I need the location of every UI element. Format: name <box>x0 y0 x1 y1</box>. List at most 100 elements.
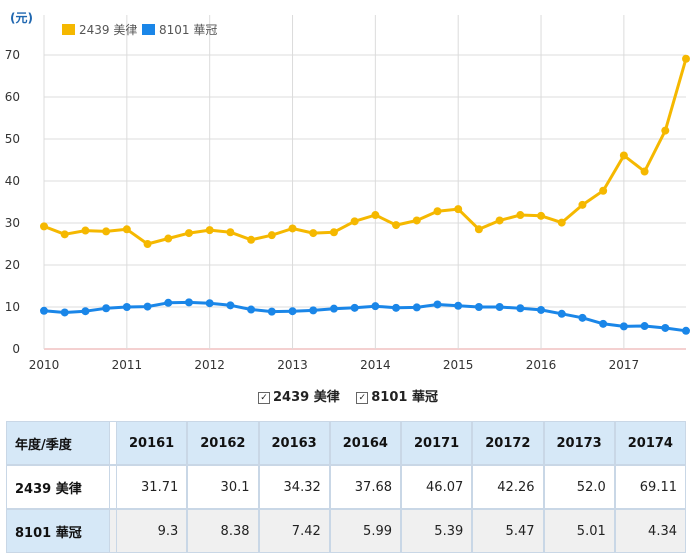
y-tick-label: 50 <box>5 132 20 146</box>
table-gap <box>110 509 116 553</box>
table-cell: 42.26 <box>472 465 544 509</box>
y-tick-label: 40 <box>5 174 20 188</box>
data-point <box>516 211 525 220</box>
data-point <box>184 229 193 238</box>
table-gap <box>110 465 116 509</box>
y-tick-label: 70 <box>5 48 20 62</box>
table-cell: 46.07 <box>401 465 473 509</box>
x-tick-label: 2012 <box>194 358 225 372</box>
data-point <box>267 307 276 316</box>
data-point <box>371 211 380 220</box>
x-tick-label: 2016 <box>526 358 557 372</box>
data-point <box>578 313 587 322</box>
data-point <box>537 305 546 314</box>
data-point <box>122 225 131 234</box>
data-point <box>81 307 90 316</box>
data-point <box>599 319 608 328</box>
table-cell: 4.34 <box>614 509 686 553</box>
data-point <box>392 221 401 230</box>
table-cell: 5.99 <box>329 509 401 553</box>
data-point <box>102 227 111 236</box>
checkbox-icon[interactable]: ✓ <box>356 391 369 404</box>
data-point <box>454 301 463 310</box>
data-point <box>682 326 690 335</box>
data-point <box>81 226 90 235</box>
x-tick-label: 2014 <box>360 358 391 372</box>
data-point <box>661 323 670 332</box>
y-tick-label: 30 <box>5 216 20 230</box>
data-point <box>309 306 318 315</box>
y-tick-label: 20 <box>5 258 20 272</box>
legend-toggle-meilu[interactable]: ✓ 2439 美律 <box>258 386 340 405</box>
data-point <box>557 218 566 227</box>
data-point <box>619 322 628 331</box>
data-point <box>226 301 235 310</box>
data-point <box>412 216 421 225</box>
legend-entry: 8101 華冠 <box>159 23 217 37</box>
data-point <box>288 224 297 233</box>
data-point <box>143 240 152 248</box>
table-cell: 37.68 <box>329 465 401 509</box>
data-point <box>474 303 483 311</box>
y-tick-label: 10 <box>5 300 20 314</box>
table-cell: 8.38 <box>187 509 259 553</box>
data-point <box>495 303 504 311</box>
table-row: 2439 美律 31.71 30.1 34.32 37.68 46.07 42.… <box>6 465 686 509</box>
table-cell: 34.32 <box>258 465 330 509</box>
data-point <box>350 303 359 312</box>
table-header-label: 年度/季度 <box>6 421 110 465</box>
table-gap <box>110 421 116 465</box>
data-point <box>247 235 256 244</box>
table-row-label: 8101 華冠 <box>6 509 110 553</box>
data-point <box>205 299 214 308</box>
table-cell: 9.3 <box>116 509 188 553</box>
y-tick-label: 0 <box>12 342 20 356</box>
legend-swatch <box>142 24 155 35</box>
x-tick-label: 2015 <box>443 358 474 372</box>
table-column-header: 20161 <box>116 421 188 465</box>
data-point <box>40 306 48 315</box>
table-row-label: 2439 美律 <box>6 465 110 509</box>
x-tick-label: 2017 <box>609 358 640 372</box>
data-point <box>102 304 111 313</box>
data-point <box>143 302 152 311</box>
table-cell: 69.11 <box>614 465 686 509</box>
table-header-row: 年度/季度 20161 20162 20163 20164 20171 2017… <box>6 421 686 465</box>
table-column-header: 20172 <box>472 421 544 465</box>
data-point <box>619 151 628 160</box>
data-point <box>226 228 235 237</box>
data-point <box>40 222 48 231</box>
checkbox-icon[interactable]: ✓ <box>258 391 271 404</box>
table-column-header: 20171 <box>401 421 473 465</box>
data-table: 年度/季度 20161 20162 20163 20164 20171 2017… <box>6 421 686 553</box>
legend-toggle-label: 2439 美律 <box>273 390 340 405</box>
series-line <box>43 58 688 246</box>
data-point <box>661 126 670 135</box>
data-point <box>267 231 276 240</box>
data-point <box>640 167 649 176</box>
table-column-header: 20174 <box>614 421 686 465</box>
x-tick-label: 2010 <box>29 358 60 372</box>
legend-toggle-huaguan[interactable]: ✓ 8101 華冠 <box>356 386 438 405</box>
table-column-header: 20162 <box>187 421 259 465</box>
data-point <box>412 303 421 312</box>
data-point <box>433 300 442 309</box>
line-chart: 0 10 20 30 40 50 60 70 2010 2011 2012 2013 2014 2015 2… <box>5 11 690 372</box>
data-point <box>60 230 69 239</box>
data-point <box>288 307 297 316</box>
legend-toggle-label: 8101 華冠 <box>371 390 438 405</box>
data-point <box>495 216 504 225</box>
data-point <box>682 54 690 63</box>
data-point <box>371 302 380 311</box>
bottom-legend: ✓ 2439 美律 ✓ 8101 華冠 <box>0 386 696 405</box>
data-point <box>474 225 483 234</box>
table-cell: 30.1 <box>187 465 259 509</box>
table-cell: 5.01 <box>543 509 615 553</box>
x-tick-label: 2013 <box>277 358 308 372</box>
data-point <box>578 200 587 209</box>
data-point <box>599 186 608 195</box>
table-row: 8101 華冠 9.3 8.38 7.42 5.99 5.39 5.47 5.0… <box>6 509 686 553</box>
legend-entry: 2439 美律 <box>79 23 137 37</box>
data-point <box>247 305 256 314</box>
table-cell: 31.71 <box>116 465 188 509</box>
